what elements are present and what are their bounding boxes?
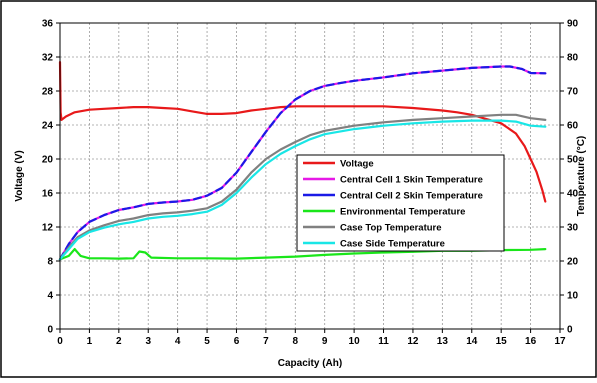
legend: Voltage Central Cell 1 Skin Temperature Ce… [296, 154, 505, 252]
y-left-tick-label: 24 [42, 121, 54, 132]
x-tick-label: 9 [322, 336, 328, 347]
legend-label-6: Case Side Temperature [340, 239, 445, 250]
series-line-3 [58, 65, 547, 261]
y-left-tick-label: 32 [42, 53, 54, 64]
x-tick-label: 6 [234, 336, 240, 347]
x-axis-label: Capacity (Ah) [278, 358, 342, 369]
y-left-tick-label: 8 [47, 257, 53, 268]
x-tick-label: 0 [57, 336, 63, 347]
axis-layer: 0 1 2 3 4 5 6 7 8 9 10 11 12 13 14 15 16 1704812162024283… [42, 19, 579, 348]
y-left-tick-label: 28 [42, 87, 54, 98]
x-tick-label: 16 [525, 336, 537, 347]
series-line-1 [58, 60, 547, 203]
x-tick-label: 8 [293, 336, 299, 347]
y-right-tick-label: 0 [567, 325, 573, 336]
y-right-tick-label: 20 [567, 257, 579, 268]
legend-box [296, 154, 505, 252]
plot-border [59, 22, 561, 330]
legend-label-5: Case Top Temperature [340, 223, 442, 234]
y-left-tick-label: 12 [42, 223, 54, 234]
y-right-tick-label: 40 [567, 189, 579, 200]
legend-label-2: Central Cell 1 Skin Temperature [340, 175, 483, 186]
x-tick-label: 12 [407, 336, 419, 347]
x-tick-label: 2 [116, 336, 122, 347]
y-right-tick-label: 60 [567, 121, 579, 132]
legend-label-3: Central Cell 2 Skin Temperature [340, 191, 483, 202]
y-right-tick-label: 90 [567, 19, 579, 30]
x-tick-label: 4 [175, 336, 181, 347]
y-left-tick-label: 4 [47, 291, 53, 302]
y-right-tick-label: 80 [567, 53, 579, 64]
x-tick-label: 11 [378, 336, 389, 347]
y-right-tick-label: 30 [567, 223, 579, 234]
x-tick-label: 3 [145, 336, 151, 347]
y-axis-left-label: Voltage (V) [14, 150, 25, 201]
y-left-tick-label: 20 [42, 155, 54, 166]
y-right-tick-label: 70 [567, 87, 579, 98]
series-line-5 [58, 113, 547, 261]
series-line-6 [58, 119, 547, 261]
x-tick-label: 17 [554, 336, 566, 347]
y-left-tick-label: 36 [42, 19, 54, 30]
y-left-tick-label: 16 [42, 189, 54, 200]
x-tick-label: 5 [204, 336, 210, 347]
y-axis-right-label: Temperature (°C) [576, 136, 587, 217]
x-tick-label: 7 [263, 336, 269, 347]
x-tick-label: 1 [87, 336, 93, 347]
y-right-tick-label: 50 [567, 155, 579, 166]
y-right-tick-label: 10 [567, 291, 579, 302]
x-tick-label: 14 [466, 336, 478, 347]
y-left-tick-label: 0 [47, 325, 53, 336]
x-tick-label: 10 [349, 336, 361, 347]
x-tick-label: 15 [496, 336, 508, 347]
legend-label-4: Environmental Temperature [340, 207, 465, 218]
legend-label-1: Voltage [340, 159, 374, 170]
x-tick-label: 13 [437, 336, 449, 347]
